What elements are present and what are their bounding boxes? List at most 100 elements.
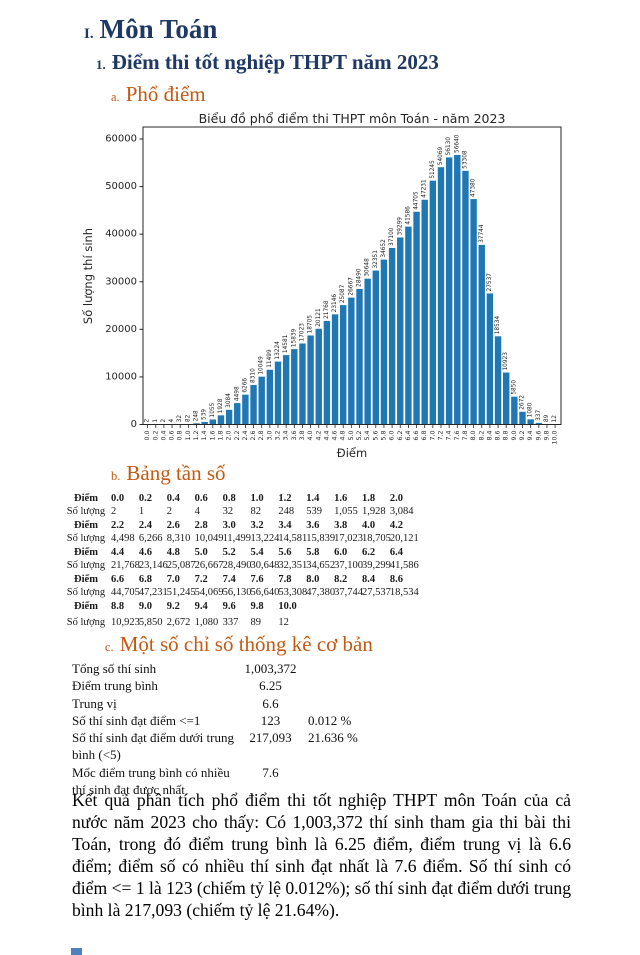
bar-6.8: [421, 199, 428, 425]
stats-value: 6.25: [259, 678, 282, 694]
freq-row-label: Số lượng: [66, 506, 106, 518]
x-tick-label: 9.8: [543, 431, 550, 441]
bar-4.8: [340, 305, 347, 425]
bar-value-label: 56640: [454, 134, 460, 153]
bar-9.4: [527, 419, 534, 425]
bar-8.0: [470, 199, 477, 425]
freq-cell: 3.8: [334, 519, 348, 531]
freq-cell: 44,705: [111, 587, 140, 599]
freq-table-row-soluong: Số lượng 44,705 47,231 51,245 54,069 56,130 56…: [63, 586, 419, 599]
x-tick-label: 9.4: [527, 431, 534, 441]
freq-row-label: Số lượng: [66, 533, 106, 545]
bar-4.4: [323, 320, 331, 425]
freq-row-label: Điểm: [74, 493, 98, 504]
bar-3.8: [299, 343, 306, 425]
freq-cell: 37,744: [334, 587, 363, 599]
freq-cell: 37,100: [334, 560, 363, 572]
freq-cell: 1: [138, 506, 145, 518]
x-tick-label: 3.4: [283, 431, 290, 441]
freq-cell: 3.2: [250, 519, 264, 531]
bar-value-label: 25087: [340, 284, 346, 303]
x-tick-label: 7.0: [429, 431, 436, 441]
bar-5.2: [356, 288, 363, 425]
bar-value-label: 56130: [446, 137, 452, 156]
stats-value: 7.6: [262, 764, 279, 780]
bar-5.4: [364, 278, 371, 425]
freq-cell: 39,299: [362, 560, 391, 572]
x-tick-label: 8.4: [486, 431, 493, 441]
bar-chart-canvas: 01000020000300004000050000600000.020.210…: [81, 111, 562, 460]
freq-cell: 8,310: [166, 533, 191, 545]
bar-value-label: 2672: [520, 395, 526, 410]
x-tick-label: 1.4: [201, 431, 208, 441]
x-tick-label: 0.8: [177, 431, 184, 441]
bar-3.6: [291, 349, 298, 425]
x-tick-label: 5.4: [364, 431, 371, 441]
freq-cell: 2.6: [166, 519, 180, 531]
freq-cell: 18,534: [389, 587, 419, 599]
freq-row-label: Điểm: [74, 600, 98, 612]
bar-value-label: 1055: [210, 402, 216, 417]
heading-number: I.: [84, 26, 94, 42]
freq-cell: 7.6: [250, 573, 264, 585]
freq-cell: 1.8: [362, 493, 376, 504]
freq-cell: 1.6: [334, 493, 348, 504]
freq-cell: 9.0: [138, 600, 153, 612]
freq-cell: 8.4: [362, 573, 376, 585]
bar-9.6: [535, 422, 542, 425]
freq-cell: 4,498: [111, 533, 135, 545]
freq-cell: 26,667: [194, 560, 224, 572]
x-tick-label: 2.2: [234, 431, 241, 441]
x-tick-label: 4.4: [323, 431, 330, 441]
freq-row-label: Số lượng: [66, 616, 106, 628]
x-tick-label: 6.0: [389, 431, 396, 441]
bar-5.0: [348, 297, 355, 425]
x-tick-label: 8.8: [503, 431, 510, 441]
y-tick-label: 60000: [105, 134, 137, 145]
freq-cell: 2: [166, 506, 173, 518]
heading-letter: c.: [105, 640, 114, 654]
stats-percent: 0.012 %: [308, 712, 352, 728]
freq-cell: 4.0: [362, 519, 376, 531]
freq-cell: 2: [111, 506, 117, 518]
freq-cell: 14,581: [278, 533, 308, 545]
bar-3.0: [266, 369, 274, 425]
heading-letter: a.: [111, 90, 120, 104]
freq-cell: 5.0: [194, 546, 208, 558]
freq-cell: 5.8: [306, 546, 320, 558]
freq-cell: 6.2: [362, 546, 376, 558]
freq-cell: 0.8: [222, 493, 236, 504]
freq-table-row-diem: Điểm 0.0 0.2 0.4 0.6 0.8 1.0 1.2 1.4 1.6 1.8 2.0: [63, 492, 416, 505]
bar-value-label: 37100: [389, 227, 395, 246]
bar-value-label: 248: [194, 410, 200, 421]
freq-cell: 3.0: [222, 519, 236, 531]
bar-value-label: 14581: [283, 334, 289, 353]
x-tick-label: 6.4: [405, 431, 412, 441]
x-tick-label: 3.8: [299, 431, 306, 441]
bar-value-label: 28490: [357, 268, 363, 287]
bar-1.4: [201, 421, 208, 425]
freq-cell: 1,080: [194, 616, 219, 628]
bar-value-label: 44705: [414, 191, 420, 210]
stats-value: 123: [260, 712, 281, 728]
freq-cell: 8.0: [306, 573, 320, 585]
x-tick-label: 4.6: [332, 431, 339, 441]
freq-cell: 13,224: [250, 533, 280, 545]
x-tick-label: 7.2: [438, 431, 445, 441]
heading-chi-so-thong-ke: c. Một số chỉ số thống kê cơ bản: [105, 632, 373, 657]
x-tick-label: 2.4: [242, 431, 249, 441]
freq-cell: 8.6: [389, 573, 404, 585]
bar-7.0: [429, 180, 437, 425]
x-tick-label: 6.8: [421, 431, 428, 441]
freq-cell: 7.4: [222, 573, 236, 585]
y-tick-label: 30000: [105, 276, 137, 287]
bar-9.2: [519, 411, 526, 425]
freq-cell: 11,499: [222, 533, 252, 545]
x-tick-label: 8.6: [495, 431, 502, 441]
freq-cell: 539: [306, 506, 322, 518]
freq-row-label: Điểm: [74, 519, 98, 531]
freq-cell: 0.6: [194, 493, 208, 504]
stats-row: Điểm trung bình 6.25: [72, 677, 358, 694]
freq-cell: 34,652: [306, 560, 336, 572]
freq-cell: 7.8: [278, 573, 292, 585]
